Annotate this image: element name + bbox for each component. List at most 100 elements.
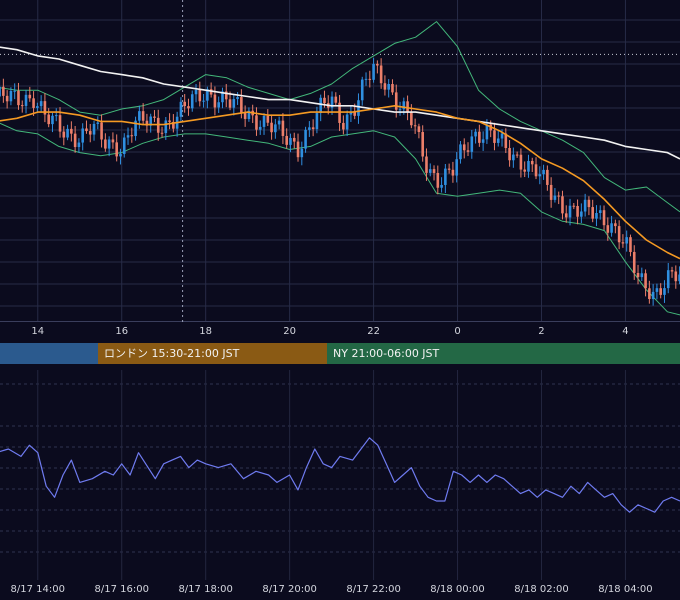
candle-down bbox=[648, 288, 651, 299]
candle-down bbox=[410, 112, 413, 126]
candle-up bbox=[595, 212, 598, 219]
candle-up bbox=[164, 120, 168, 134]
candle-down bbox=[546, 169, 549, 185]
candle-down bbox=[115, 142, 118, 157]
candle-up bbox=[77, 142, 81, 148]
candle-up bbox=[470, 136, 474, 152]
candle-up bbox=[349, 111, 353, 115]
candle-down bbox=[243, 112, 247, 119]
candle-down bbox=[224, 91, 228, 100]
candle-down bbox=[447, 168, 451, 170]
x-tick-label: 14 bbox=[31, 326, 45, 337]
candle-up bbox=[583, 199, 587, 212]
candle-down bbox=[674, 271, 678, 282]
oscillator-grid bbox=[0, 370, 680, 580]
candle-down bbox=[549, 184, 553, 200]
candle-down bbox=[145, 120, 149, 126]
candle-up bbox=[277, 120, 281, 125]
candle-down bbox=[462, 144, 466, 151]
x-tick-label: 8/18 00:00 bbox=[430, 584, 485, 595]
candle-down bbox=[515, 154, 519, 156]
candle-up bbox=[66, 128, 69, 138]
candle-up bbox=[610, 223, 613, 233]
x-tick-label: 16 bbox=[115, 326, 129, 337]
candle-up bbox=[651, 291, 655, 299]
candle-up bbox=[149, 116, 152, 126]
candle-down bbox=[504, 133, 508, 149]
session-london: ロンドン 15:30-21:00 JST bbox=[98, 343, 327, 364]
candle-up bbox=[527, 160, 530, 172]
candle-up bbox=[538, 174, 542, 177]
candle-up bbox=[262, 115, 266, 127]
candle-down bbox=[141, 111, 145, 121]
candle-down bbox=[58, 115, 62, 132]
candle-down bbox=[292, 137, 296, 142]
candle-down bbox=[130, 135, 134, 137]
bollinger-lower-line bbox=[0, 122, 680, 316]
candle-down bbox=[104, 139, 107, 149]
candle-down bbox=[557, 195, 560, 197]
candle-up bbox=[13, 90, 16, 92]
bollinger-upper-line bbox=[0, 21, 680, 213]
candle-up bbox=[81, 128, 84, 143]
candle-up bbox=[0, 86, 1, 97]
moving-average-long-line bbox=[0, 46, 680, 160]
candle-down bbox=[632, 251, 636, 273]
session-tokyo bbox=[0, 343, 98, 364]
candle-up bbox=[360, 79, 364, 101]
candle-down bbox=[187, 106, 190, 109]
candle-up bbox=[107, 139, 111, 149]
candle-down bbox=[451, 169, 455, 176]
oscillator-chart[interactable] bbox=[0, 370, 680, 580]
candle-up bbox=[485, 124, 489, 140]
candle-down bbox=[659, 288, 662, 295]
candle-up bbox=[455, 159, 458, 176]
candle-down bbox=[421, 132, 424, 157]
candle-down bbox=[670, 270, 674, 272]
candle-down bbox=[209, 89, 213, 95]
candle-up bbox=[387, 83, 390, 90]
moving-average-short-line bbox=[0, 105, 680, 260]
candle-up bbox=[678, 274, 680, 282]
candle-down bbox=[240, 97, 243, 113]
candle-down bbox=[621, 242, 625, 244]
candle-down bbox=[342, 122, 345, 130]
candle-up bbox=[398, 109, 402, 111]
candle-down bbox=[636, 272, 640, 278]
candle-up bbox=[221, 91, 224, 103]
candle-down bbox=[5, 95, 9, 102]
candle-up bbox=[36, 106, 39, 108]
candle-up bbox=[202, 100, 205, 102]
session-newyork: NY 21:00-06:00 JST bbox=[327, 343, 680, 364]
candle-up bbox=[512, 154, 515, 161]
candle-down bbox=[183, 101, 186, 107]
x-tick-label: 8/17 22:00 bbox=[346, 584, 401, 595]
candle-up bbox=[372, 63, 375, 80]
candle-down bbox=[534, 164, 538, 177]
candle-up bbox=[444, 168, 447, 185]
candle-up bbox=[553, 195, 557, 200]
x-tick-label: 4 bbox=[622, 326, 629, 337]
candle-down bbox=[168, 120, 171, 122]
candle-up bbox=[474, 131, 477, 137]
candle-down bbox=[311, 127, 315, 130]
candle-up bbox=[39, 101, 43, 107]
candle-down bbox=[47, 114, 50, 125]
candle-down bbox=[383, 83, 387, 90]
price-grid bbox=[0, 0, 680, 322]
price-chart[interactable] bbox=[0, 0, 680, 322]
candle-down bbox=[629, 237, 632, 252]
candle-up bbox=[206, 89, 209, 101]
candle-up bbox=[54, 115, 58, 117]
candle-up bbox=[217, 102, 220, 108]
candle-down bbox=[353, 111, 356, 116]
candle-up bbox=[289, 137, 292, 145]
candle-down bbox=[561, 196, 564, 214]
x-tick-label: 0 bbox=[454, 326, 461, 337]
candle-down bbox=[17, 90, 20, 106]
candle-up bbox=[179, 101, 183, 117]
candle-down bbox=[153, 116, 156, 118]
candle-down bbox=[85, 128, 88, 132]
candle-down bbox=[564, 213, 568, 218]
candle-up bbox=[496, 138, 500, 143]
